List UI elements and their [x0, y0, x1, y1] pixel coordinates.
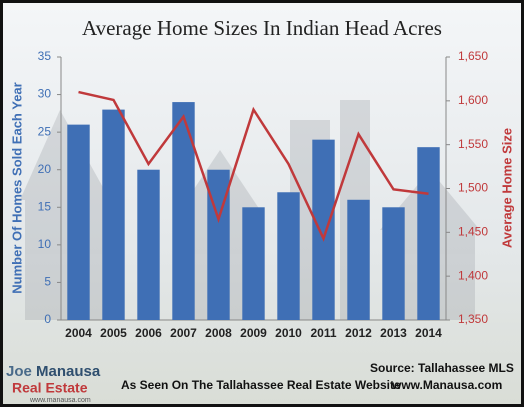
bar — [417, 147, 440, 320]
bar — [347, 199, 370, 320]
logo-last: Manausa — [36, 363, 101, 380]
y2-tick-label: 1,550 — [458, 137, 488, 151]
bar — [312, 139, 335, 320]
bar — [277, 192, 300, 320]
bar — [137, 169, 160, 320]
y-tick-label: 25 — [38, 124, 52, 138]
bar — [382, 207, 405, 320]
y2-axis-label: Average Home Size — [499, 128, 514, 248]
x-tick-label: 2014 — [415, 326, 442, 340]
y-tick-label: 30 — [38, 87, 52, 101]
y-tick-label: 0 — [44, 312, 51, 326]
logo-first: Joe — [6, 363, 32, 380]
y2-tick-label: 1,600 — [458, 93, 488, 107]
y2-tick-label: 1,450 — [458, 225, 488, 239]
x-tick-label: 2009 — [240, 326, 267, 340]
x-tick-label: 2012 — [345, 326, 372, 340]
y-tick-label: 10 — [38, 237, 52, 251]
x-tick-label: 2010 — [275, 326, 302, 340]
y-tick-label: 5 — [44, 275, 51, 289]
bar — [242, 207, 265, 320]
source: Source: Tallahassee MLS — [370, 361, 514, 375]
bar — [172, 102, 195, 320]
x-tick-label: 2013 — [380, 326, 407, 340]
bar — [102, 109, 125, 320]
x-tick-label: 2005 — [100, 326, 127, 340]
y2-tick-label: 1,400 — [458, 268, 488, 282]
y2-tick-label: 1,650 — [458, 49, 488, 63]
y2-tick-label: 1,500 — [458, 181, 488, 195]
x-tick-label: 2007 — [170, 326, 197, 340]
line — [78, 90, 429, 242]
seen-on: As Seen On The Tallahassee Real Estate W… — [121, 378, 401, 392]
y-tick-label: 20 — [38, 162, 52, 176]
y-axis-label: Number Of Homes Sold Each Year — [9, 82, 24, 293]
x-tick-label: 2004 — [65, 326, 92, 340]
bar — [207, 169, 230, 320]
x-tick-label: 2011 — [310, 326, 336, 340]
x-tick-label: 2006 — [135, 326, 162, 340]
y2-tick-label: 1,350 — [458, 312, 488, 326]
x-tick-label: 2008 — [205, 326, 232, 340]
logo-url: www.manausa.com — [29, 397, 91, 404]
y-tick-label: 15 — [38, 199, 52, 213]
y-tick-label: 35 — [38, 49, 52, 63]
bar — [67, 124, 90, 320]
logo-sub: Real Estate — [12, 380, 88, 396]
chart-title: Average Home Sizes In Indian Head Acres — [82, 16, 442, 40]
website: www.Manausa.com — [391, 378, 502, 392]
